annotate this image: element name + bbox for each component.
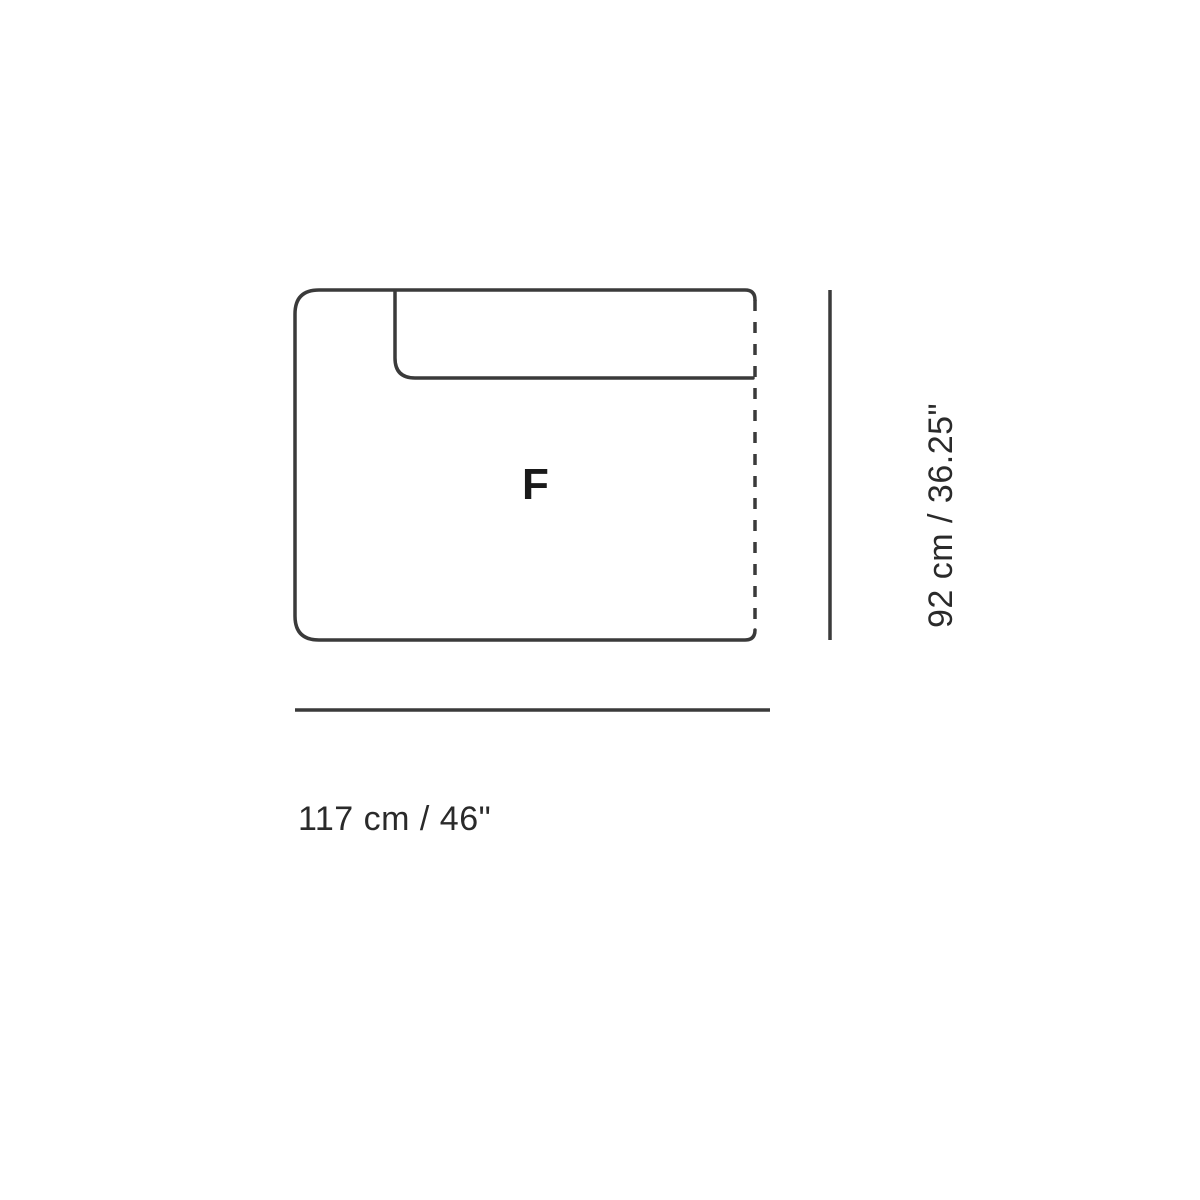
inner-cushion bbox=[395, 292, 753, 378]
width-label: 117 cm / 46" bbox=[298, 800, 491, 839]
technical-drawing: F 117 cm / 46" 92 cm / 36.25" bbox=[0, 0, 1200, 1200]
height-label: 92 cm / 36.25" bbox=[922, 403, 961, 628]
center-letter: F bbox=[522, 460, 549, 510]
drawing-svg bbox=[0, 0, 1200, 1200]
inner-cushion-path bbox=[395, 292, 753, 378]
